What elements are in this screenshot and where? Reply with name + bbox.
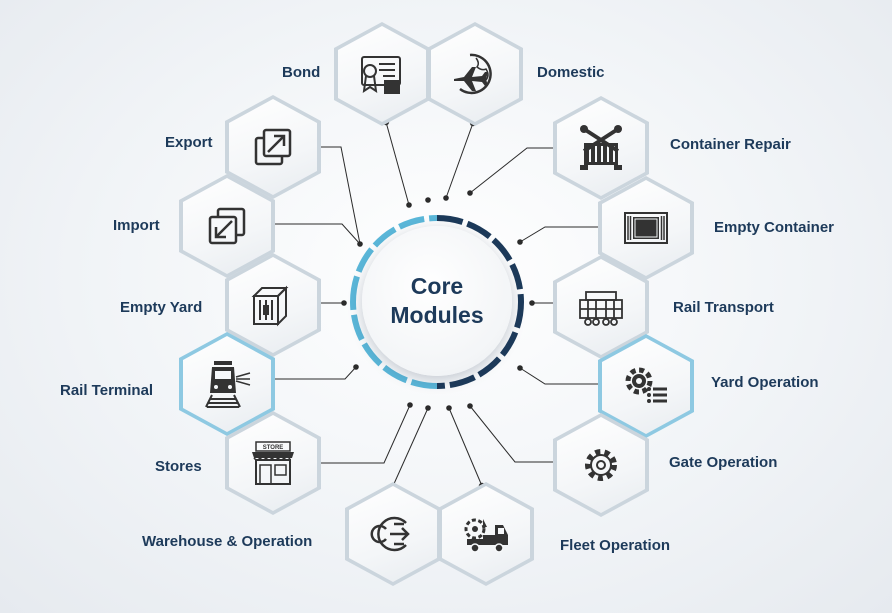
label-domestic: Domestic [537, 64, 605, 81]
empty-container-icon [624, 212, 668, 244]
hex-rail-transport[interactable] [553, 255, 649, 359]
certificate-icon [361, 56, 401, 94]
store-sign-text: STORE [263, 445, 284, 451]
label-warehouse: Warehouse & Operation [142, 533, 313, 550]
import-arrow-icon [208, 207, 246, 245]
label-rail-terminal: Rail Terminal [60, 382, 154, 399]
gear-list-icon [625, 367, 667, 403]
core-title-line2: Modules [390, 302, 484, 328]
core-title-line1: Core [410, 273, 464, 299]
label-yard-operation: Yard Operation [711, 374, 819, 391]
label-stores: Stores [155, 458, 202, 475]
label-empty-container: Empty Container [714, 219, 835, 236]
hex-stores[interactable]: STORE [225, 411, 321, 515]
label-bond: Bond [282, 64, 321, 81]
label-import: Import [113, 217, 160, 234]
label-empty-yard: Empty Yard [120, 299, 203, 316]
label-rail-transport: Rail Transport [673, 299, 774, 316]
label-export: Export [165, 134, 213, 151]
gear-icon [585, 449, 617, 481]
rail-car-icon [579, 291, 623, 326]
train-icon [205, 361, 251, 408]
label-container-repair: Container Repair [670, 136, 791, 153]
label-fleet: Fleet Operation [560, 537, 671, 554]
hex-gate-operation[interactable] [553, 413, 649, 517]
container-icon [251, 285, 289, 327]
hex-yard-operation[interactable] [598, 334, 694, 438]
core-modules-center: Core Modules [362, 226, 512, 376]
tow-truck-icon [464, 518, 508, 553]
store-icon: STORE [252, 441, 294, 485]
label-gate-operation: Gate Operation [669, 454, 778, 471]
process-cycle-icon [370, 516, 410, 552]
hex-empty-yard[interactable] [225, 253, 321, 357]
export-arrow-icon [254, 128, 292, 166]
hex-export[interactable] [225, 95, 321, 199]
plane-globe-icon [454, 53, 492, 95]
repair-tools-icon [580, 125, 622, 170]
